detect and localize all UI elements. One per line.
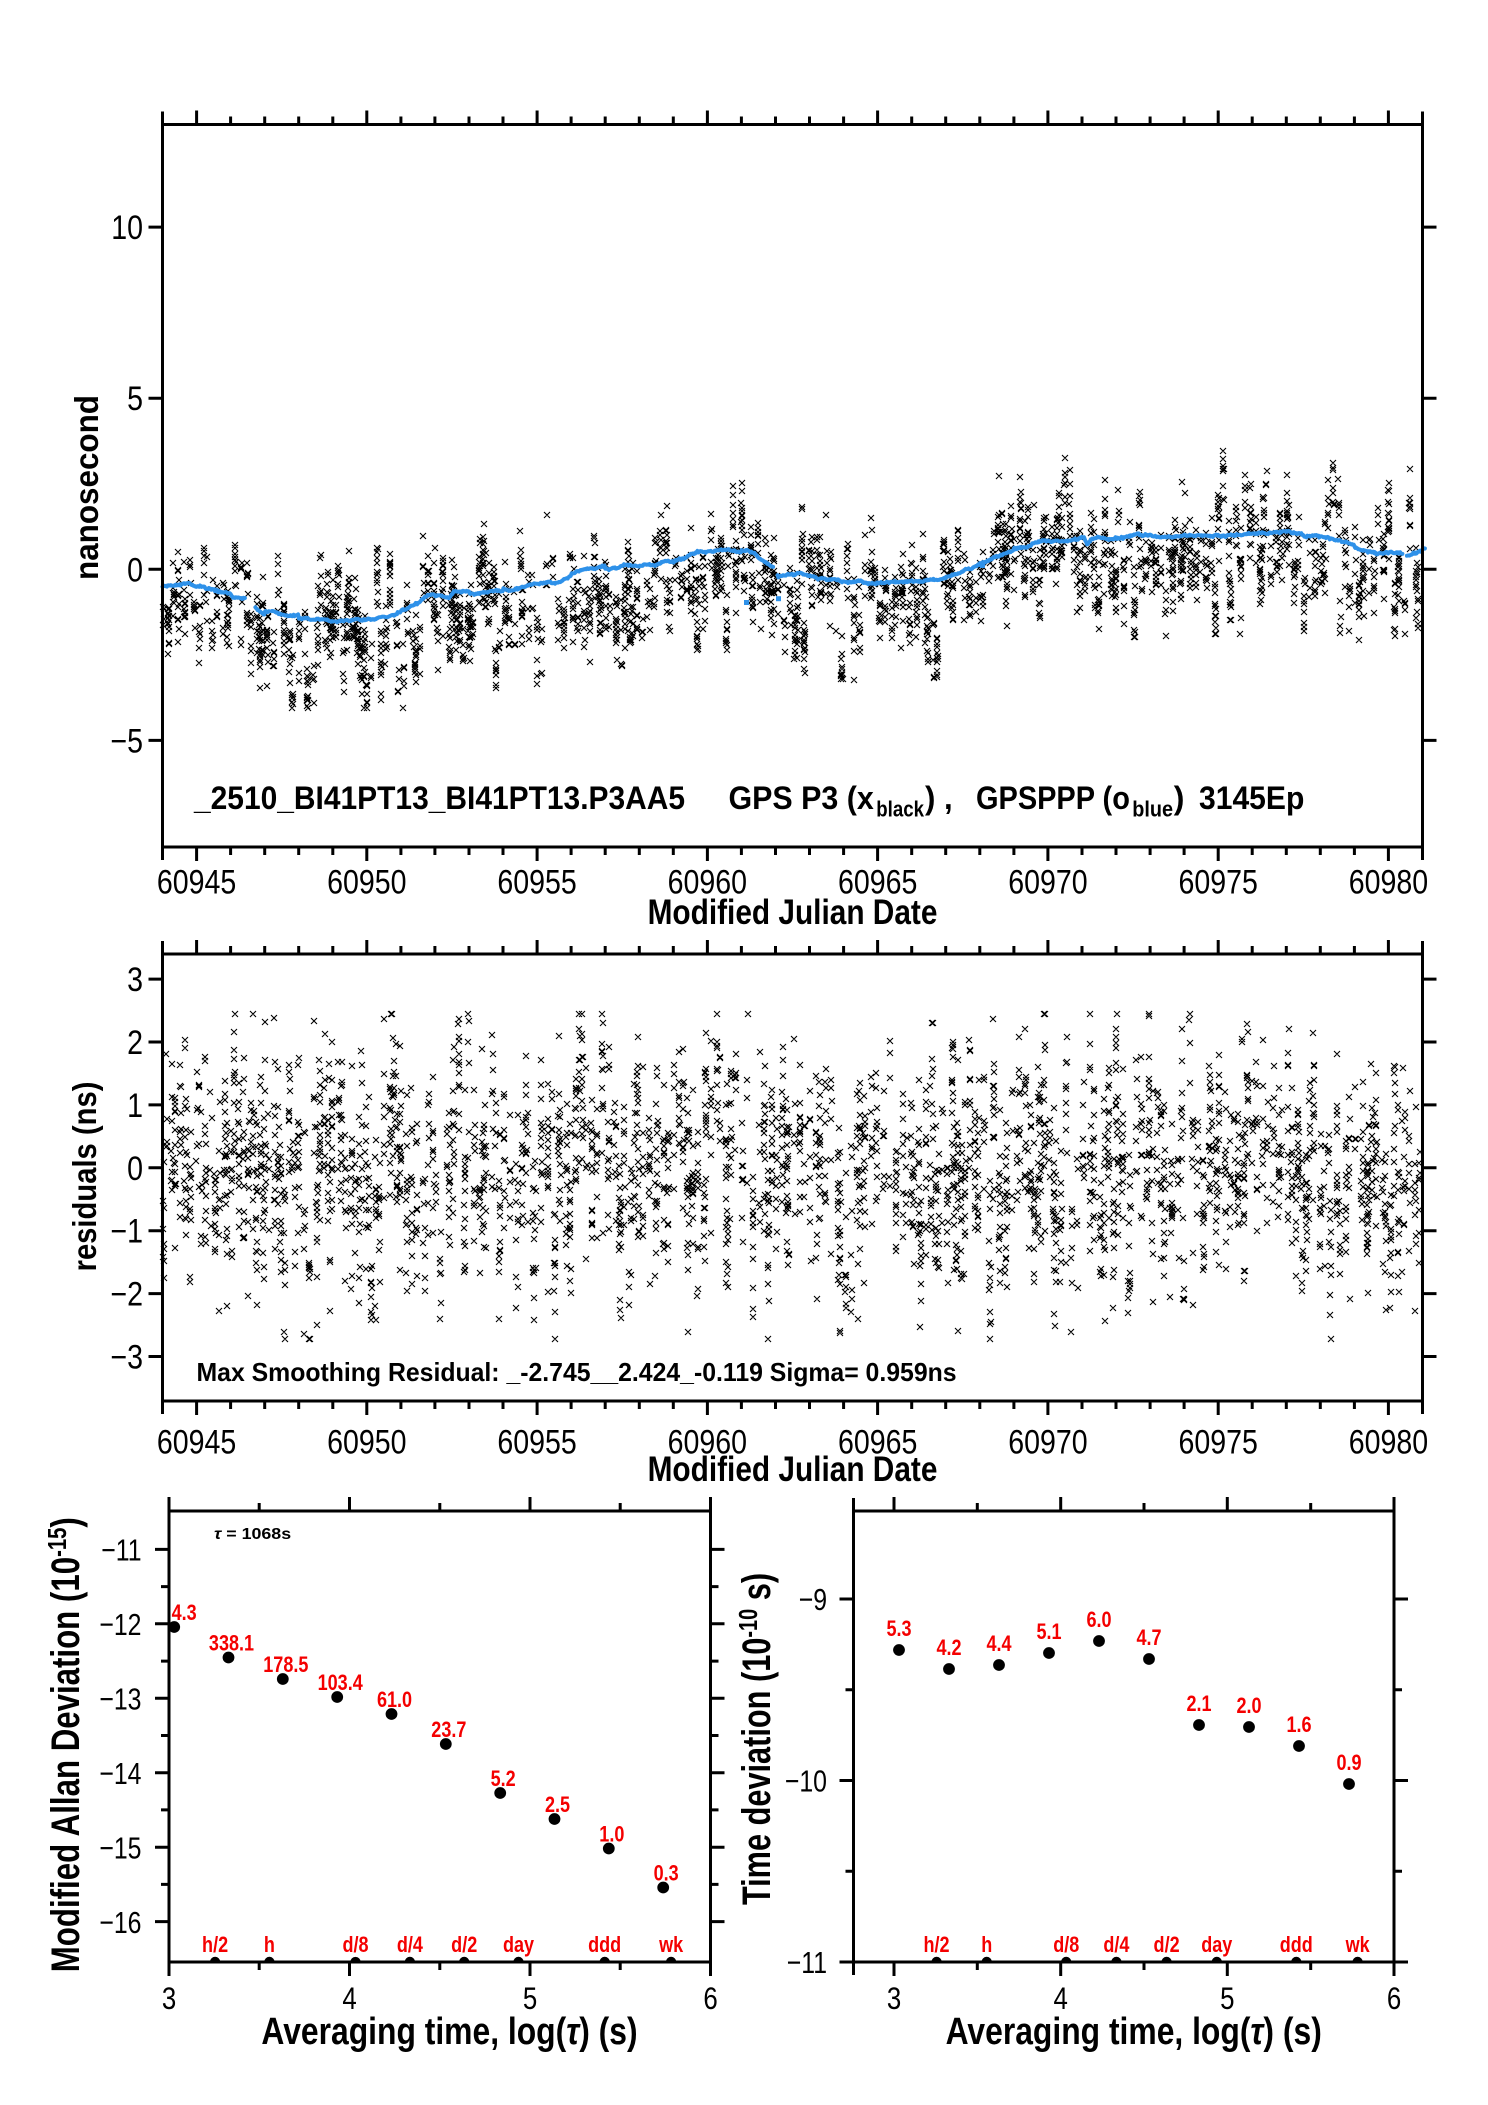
- svg-text:5: 5: [127, 380, 143, 418]
- svg-text:): ): [1174, 780, 1185, 816]
- svg-text:Modified Julian Date: Modified Julian Date: [648, 1450, 938, 1489]
- svg-text:60980: 60980: [1349, 863, 1428, 901]
- svg-text:nanosecond: nanosecond: [68, 395, 105, 580]
- svg-text:60960: 60960: [668, 863, 747, 901]
- svg-text:d/4: d/4: [1103, 1933, 1130, 1957]
- svg-text:103.4: 103.4: [318, 1671, 364, 1695]
- svg-text:h: h: [981, 1933, 992, 1957]
- svg-text:black: black: [876, 798, 924, 822]
- svg-text:60965: 60965: [838, 1423, 917, 1461]
- svg-text:5.3: 5.3: [886, 1617, 911, 1641]
- svg-text:−14: −14: [99, 1756, 141, 1790]
- svg-text:2.1: 2.1: [1186, 1692, 1211, 1716]
- svg-text:h/2: h/2: [924, 1933, 950, 1957]
- svg-text:d/2: d/2: [451, 1933, 477, 1957]
- svg-text:338.1: 338.1: [209, 1632, 254, 1656]
- svg-text:60955: 60955: [497, 863, 576, 901]
- svg-text:3145Ep: 3145Ep: [1199, 780, 1304, 816]
- svg-text:4.2: 4.2: [936, 1636, 961, 1660]
- svg-text:Time deviation (10-10 s): Time deviation (10-10 s): [733, 1573, 779, 1905]
- svg-text:−16: −16: [99, 1905, 141, 1939]
- svg-text:60960: 60960: [668, 1423, 747, 1461]
- svg-text:2.0: 2.0: [1236, 1694, 1261, 1718]
- svg-text:2: 2: [127, 1024, 143, 1062]
- svg-text:d/4: d/4: [397, 1933, 424, 1957]
- svg-text:_2510_BI41PT13_BI41PT13.P3AA5: _2510_BI41PT13_BI41PT13.P3AA5: [193, 780, 685, 816]
- svg-text:61.0: 61.0: [377, 1688, 412, 1712]
- svg-text:60955: 60955: [497, 1423, 576, 1461]
- svg-text:−11: −11: [787, 1946, 827, 1980]
- svg-text:10: 10: [111, 209, 143, 247]
- svg-text:−9: −9: [799, 1583, 827, 1617]
- svg-text:Modified Julian Date: Modified Julian Date: [648, 893, 938, 932]
- svg-text:60945: 60945: [157, 863, 236, 901]
- svg-text:5: 5: [523, 1982, 537, 2017]
- svg-text:60950: 60950: [327, 1423, 406, 1461]
- svg-text:60970: 60970: [1008, 1423, 1087, 1461]
- svg-text:h: h: [264, 1933, 275, 1957]
- svg-text:residuals (ns): residuals (ns): [66, 1082, 103, 1272]
- svg-text:60975: 60975: [1178, 863, 1257, 901]
- svg-text:) ,: ) ,: [925, 779, 953, 815]
- svg-text:Max Smoothing Residual: _-2.74: Max Smoothing Residual: _-2.745__2.424_-…: [197, 1359, 957, 1387]
- svg-text:blue: blue: [1132, 798, 1173, 822]
- svg-text:60950: 60950: [327, 863, 406, 901]
- svg-text:1: 1: [127, 1087, 143, 1125]
- svg-text:6.0: 6.0: [1086, 1608, 1111, 1632]
- svg-text:Modified Allan Deviation (10-1: Modified Allan Deviation (10-15): [43, 1517, 88, 1972]
- svg-text:day: day: [503, 1933, 535, 1957]
- svg-text:GPSPPP (o: GPSPPP (o: [976, 780, 1130, 816]
- svg-text:−2: −2: [110, 1275, 143, 1313]
- svg-text:τ = 1068s: τ = 1068s: [214, 1525, 291, 1543]
- svg-text:178.5: 178.5: [263, 1653, 308, 1677]
- svg-text:0.9: 0.9: [1336, 1751, 1361, 1775]
- svg-text:−12: −12: [99, 1607, 141, 1641]
- svg-text:day: day: [1201, 1933, 1233, 1957]
- svg-text:wk: wk: [1345, 1933, 1371, 1957]
- svg-text:3: 3: [162, 1982, 176, 2017]
- svg-text:3: 3: [887, 1982, 901, 2017]
- svg-text:4: 4: [1053, 1982, 1067, 2017]
- svg-text:−1: −1: [110, 1212, 143, 1250]
- svg-text:2.5: 2.5: [545, 1793, 570, 1817]
- svg-text:ddd: ddd: [1280, 1933, 1313, 1957]
- svg-text:wk: wk: [658, 1933, 684, 1957]
- svg-text:4: 4: [342, 1982, 356, 2017]
- svg-text:60970: 60970: [1008, 863, 1087, 901]
- svg-text:5.1: 5.1: [1036, 1620, 1061, 1644]
- svg-text:60980: 60980: [1349, 1423, 1428, 1461]
- svg-text:d/2: d/2: [1154, 1933, 1180, 1957]
- svg-text:60965: 60965: [838, 863, 917, 901]
- svg-text:0.3: 0.3: [654, 1862, 679, 1886]
- svg-text:−13: −13: [99, 1682, 141, 1716]
- svg-text:1.6: 1.6: [1286, 1713, 1311, 1737]
- svg-text:−10: −10: [785, 1764, 827, 1798]
- svg-text:5: 5: [1220, 1982, 1234, 2017]
- svg-text:3: 3: [127, 961, 143, 999]
- svg-text:4.4: 4.4: [986, 1632, 1012, 1656]
- svg-text:60975: 60975: [1178, 1423, 1257, 1461]
- svg-text:Averaging time, log(τ) (s): Averaging time, log(τ) (s): [261, 2010, 637, 2052]
- svg-text:−5: −5: [110, 722, 143, 760]
- svg-text:6: 6: [703, 1982, 717, 2017]
- svg-text:0: 0: [127, 1149, 143, 1187]
- svg-text:−11: −11: [101, 1533, 141, 1567]
- svg-text:ddd: ddd: [588, 1933, 621, 1957]
- svg-text:6: 6: [1387, 1982, 1401, 2017]
- svg-text:GPS P3 (x: GPS P3 (x: [729, 780, 875, 816]
- svg-text:4.7: 4.7: [1136, 1626, 1161, 1650]
- svg-text:−15: −15: [99, 1831, 141, 1865]
- svg-text:60945: 60945: [157, 1423, 236, 1461]
- svg-text:5.2: 5.2: [491, 1767, 516, 1791]
- svg-text:4.3: 4.3: [172, 1601, 197, 1625]
- svg-text:0: 0: [127, 551, 143, 589]
- svg-text:1.0: 1.0: [599, 1823, 624, 1847]
- svg-text:23.7: 23.7: [431, 1718, 466, 1742]
- svg-text:d/8: d/8: [1053, 1933, 1079, 1957]
- svg-text:d/8: d/8: [342, 1933, 368, 1957]
- svg-text:Averaging time, log(τ) (s): Averaging time, log(τ) (s): [946, 2010, 1322, 2052]
- svg-text:h/2: h/2: [202, 1933, 228, 1957]
- svg-text:−3: −3: [110, 1338, 143, 1376]
